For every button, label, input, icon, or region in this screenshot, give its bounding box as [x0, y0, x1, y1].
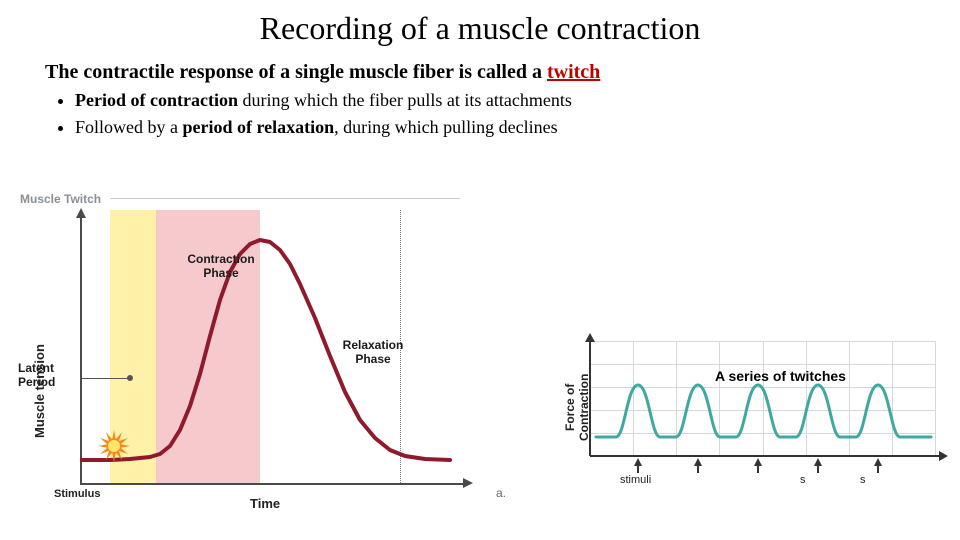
stimulus-tick-stem [697, 465, 699, 473]
latent-leader-dot-icon [127, 375, 133, 381]
y-axis-label: Force ofContraction [563, 374, 591, 441]
chart-header-rule [110, 198, 460, 199]
stimulus-tick-stem [637, 465, 639, 473]
subtitle-prefix: The contractile response of a single mus… [45, 61, 547, 83]
bullet-bold: Period of contraction [75, 90, 238, 110]
latent-leader-line [80, 378, 130, 379]
stray-text: a. [496, 486, 506, 500]
latent-period-label: LatentPeriod [18, 362, 78, 390]
bullet-item: Period of contraction during which the f… [75, 88, 915, 113]
grid-line [935, 341, 936, 456]
bullet-item: Followed by a period of relaxation, duri… [75, 115, 915, 140]
stimulus-tick-label: s [800, 474, 806, 486]
stimulus-label: Stimulus [54, 488, 100, 500]
x-axis-label: Time [250, 496, 280, 511]
charts-container: Muscle Twitch ContractionPhase Relaxation… [0, 188, 960, 528]
stimulus-tick-label: stimuli [620, 474, 651, 486]
x-axis-arrow-icon [939, 451, 948, 461]
page-title: Recording of a muscle contraction [0, 0, 960, 47]
series-twitches-chart: Force ofContraction stimuliss A series o… [545, 333, 945, 513]
subtitle-highlight: twitch [547, 61, 600, 83]
bullet-pre: Followed by a [75, 117, 183, 137]
chart-header: Muscle Twitch [20, 192, 101, 206]
subtitle: The contractile response of a single mus… [0, 47, 960, 88]
plot-area: stimuliss [590, 341, 935, 456]
stimulus-tick-stem [877, 465, 879, 473]
y-axis-label: Muscle tension [32, 344, 47, 438]
stimulus-tick-stem [757, 465, 759, 473]
stimulus-tick-label: s [860, 474, 866, 486]
relaxation-phase-label: RelaxationPhase [328, 338, 418, 366]
contraction-phase-label: ContractionPhase [176, 252, 266, 280]
bullet-list: Period of contraction during which the f… [0, 88, 960, 140]
bullet-rest: , during which pulling declines [334, 117, 557, 137]
twitch-series-curve [590, 341, 935, 456]
bullet-bold: period of relaxation [183, 117, 335, 137]
plot-area: ContractionPhaseRelaxationPhaseLatentPer… [80, 210, 465, 485]
muscle-twitch-chart: Muscle Twitch ContractionPhase Relaxation… [10, 188, 480, 518]
chart-caption: A series of twitches [715, 368, 846, 384]
stimulus-starburst-icon [97, 429, 131, 463]
stimulus-tick-stem [817, 465, 819, 473]
bullet-rest: during which the fiber pulls at its atta… [238, 90, 572, 110]
